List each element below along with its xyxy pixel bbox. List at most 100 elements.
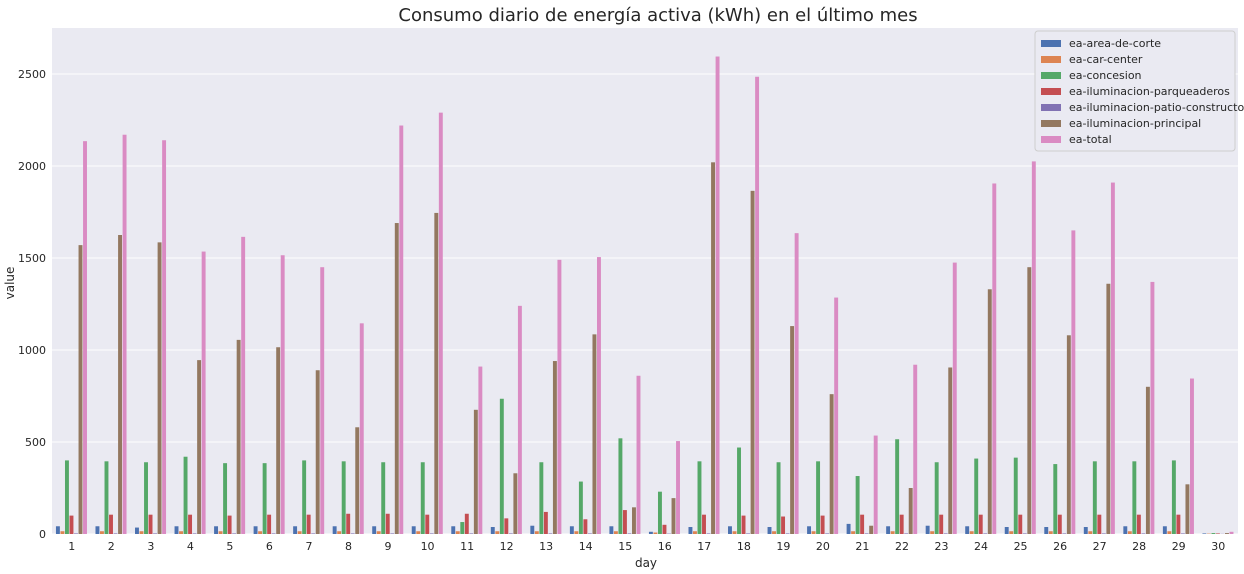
bar-ea-iluminacion-parqueaderos-day-22 — [899, 514, 904, 534]
bar-ea-total-day-6 — [280, 255, 285, 535]
x-tick-label: 18 — [737, 540, 751, 553]
bar-ea-iluminacion-patio-constructor-day-10 — [429, 533, 434, 534]
bar-ea-car-center-day-15 — [613, 531, 618, 534]
bar-ea-iluminacion-principal-day-23 — [948, 367, 953, 534]
bar-ea-iluminacion-parqueaderos-day-14 — [583, 519, 588, 534]
bar-ea-iluminacion-parqueaderos-day-27 — [1097, 514, 1102, 534]
x-tick-label: 4 — [187, 540, 194, 553]
y-tick-label: 0 — [39, 528, 46, 541]
bar-ea-iluminacion-principal-day-13 — [552, 361, 557, 534]
bar-ea-iluminacion-parqueaderos-day-8 — [346, 513, 351, 534]
bar-ea-iluminacion-patio-constructor-day-26 — [1062, 533, 1067, 534]
bar-ea-concesion-day-26 — [1053, 464, 1058, 534]
bar-ea-car-center-day-20 — [811, 531, 816, 534]
bar-ea-iluminacion-parqueaderos-day-16 — [662, 524, 667, 534]
bar-ea-concesion-day-10 — [420, 462, 425, 534]
bar-ea-area-de-corte-day-17 — [688, 527, 693, 534]
bar-ea-iluminacion-patio-constructor-day-1 — [74, 533, 78, 534]
bar-ea-total-day-27 — [1110, 182, 1115, 534]
bar-ea-iluminacion-parqueaderos-day-11 — [464, 513, 469, 534]
bar-ea-car-center-day-23 — [930, 531, 935, 534]
x-tick-label: 1 — [68, 540, 75, 553]
bar-ea-total-day-20 — [834, 297, 839, 534]
bar-ea-iluminacion-patio-constructor-day-20 — [825, 533, 830, 534]
y-tick-label: 2500 — [18, 68, 46, 81]
legend-swatch — [1041, 120, 1061, 127]
bar-ea-concesion-day-14 — [578, 481, 583, 534]
x-tick-label: 25 — [1014, 540, 1028, 553]
bar-ea-iluminacion-principal-day-1 — [78, 245, 83, 534]
bar-ea-iluminacion-patio-constructor-day-17 — [706, 533, 711, 534]
bar-ea-iluminacion-principal-day-26 — [1066, 335, 1071, 534]
bar-ea-area-de-corte-day-14 — [569, 526, 574, 534]
bar-ea-area-de-corte-day-10 — [411, 526, 416, 534]
bar-ea-iluminacion-parqueaderos-day-15 — [622, 510, 627, 534]
bar-ea-total-day-7 — [320, 267, 325, 534]
bar-ea-iluminacion-patio-constructor-day-4 — [192, 533, 197, 534]
legend-box — [1034, 30, 1236, 152]
legend-swatch — [1041, 136, 1061, 143]
bar-ea-car-center-day-27 — [1088, 531, 1093, 534]
bar-ea-iluminacion-principal-day-16 — [671, 498, 676, 534]
bar-ea-iluminacion-principal-day-18 — [750, 190, 755, 534]
bar-ea-total-day-19 — [794, 233, 799, 534]
chart-title: Consumo diario de energía activa (kWh) e… — [398, 5, 917, 26]
bar-ea-iluminacion-patio-constructor-day-2 — [113, 533, 118, 534]
bar-ea-iluminacion-principal-day-20 — [829, 394, 834, 534]
x-tick-label: 9 — [385, 540, 392, 553]
x-tick-label: 19 — [776, 540, 790, 553]
bar-ea-iluminacion-patio-constructor-day-13 — [548, 533, 553, 534]
bar-ea-area-de-corte-day-24 — [965, 526, 970, 534]
bar-ea-area-de-corte-day-25 — [1004, 527, 1009, 534]
bar-ea-car-center-day-8 — [337, 531, 342, 534]
bar-ea-concesion-day-5 — [223, 463, 228, 534]
bar-ea-area-de-corte-day-23 — [925, 525, 930, 534]
bar-ea-area-de-corte-day-22 — [886, 526, 891, 534]
bar-ea-total-day-30 — [1229, 531, 1234, 534]
bar-ea-iluminacion-patio-constructor-day-28 — [1141, 533, 1146, 534]
bar-ea-iluminacion-principal-day-28 — [1145, 386, 1150, 534]
bar-ea-iluminacion-patio-constructor-day-7 — [311, 533, 316, 534]
x-tick-labels: 1 2 3 4 5 6 7 8 9 10 11 12 13 14 15 16 17 18 19 20 21 22 23 24 2… — [68, 540, 1225, 553]
bar-ea-iluminacion-principal-day-17 — [711, 162, 715, 534]
bar-ea-total-day-8 — [359, 323, 364, 534]
bar-ea-concesion-day-9 — [381, 462, 386, 534]
bar-ea-car-center-day-4 — [179, 531, 183, 534]
x-tick-label: 17 — [697, 540, 711, 553]
bar-ea-total-day-10 — [438, 112, 443, 534]
bar-ea-iluminacion-principal-day-30 — [1225, 533, 1229, 534]
x-tick-label: 2 — [108, 540, 115, 553]
bar-ea-area-de-corte-day-12 — [490, 527, 495, 534]
bar-ea-concesion-day-6 — [262, 463, 267, 534]
legend-entry: ea-total — [1069, 133, 1112, 146]
bar-ea-total-day-11 — [478, 366, 483, 534]
bar-ea-car-center-day-24 — [969, 531, 974, 534]
legend-swatch — [1041, 40, 1061, 47]
legend-swatch — [1041, 104, 1061, 111]
bar-ea-iluminacion-principal-day-5 — [236, 339, 241, 534]
bar-ea-area-de-corte-day-11 — [451, 526, 456, 534]
x-tick-label: 26 — [1053, 540, 1067, 553]
bar-ea-concesion-day-8 — [341, 461, 346, 534]
bar-ea-car-center-day-28 — [1127, 531, 1132, 534]
bar-ea-iluminacion-principal-day-11 — [473, 409, 478, 534]
bar-ea-iluminacion-principal-day-29 — [1185, 484, 1190, 534]
bar-ea-iluminacion-principal-day-3 — [157, 242, 162, 535]
bar-ea-iluminacion-parqueaderos-day-17 — [702, 514, 706, 534]
y-tick-label: 500 — [25, 436, 46, 449]
bar-ea-iluminacion-parqueaderos-day-19 — [781, 516, 786, 534]
bar-ea-car-center-day-18 — [732, 531, 737, 534]
legend-entry: ea-iluminacion-parqueaderos — [1069, 85, 1230, 98]
bar-ea-iluminacion-patio-constructor-day-15 — [627, 533, 632, 534]
bar-ea-total-day-1 — [83, 141, 87, 534]
bar-ea-iluminacion-principal-day-4 — [197, 360, 202, 534]
bar-ea-iluminacion-parqueaderos-day-1 — [69, 515, 74, 534]
bar-ea-area-de-corte-day-4 — [174, 526, 179, 534]
x-tick-label: 14 — [579, 540, 593, 553]
bar-ea-area-de-corte-day-6 — [253, 526, 258, 534]
bar-ea-total-day-28 — [1150, 281, 1155, 534]
bar-ea-concesion-day-27 — [1092, 461, 1097, 534]
x-tick-label: 6 — [266, 540, 273, 553]
bar-ea-car-center-day-1 — [60, 531, 65, 534]
legend-entry: ea-car-center — [1069, 53, 1143, 66]
